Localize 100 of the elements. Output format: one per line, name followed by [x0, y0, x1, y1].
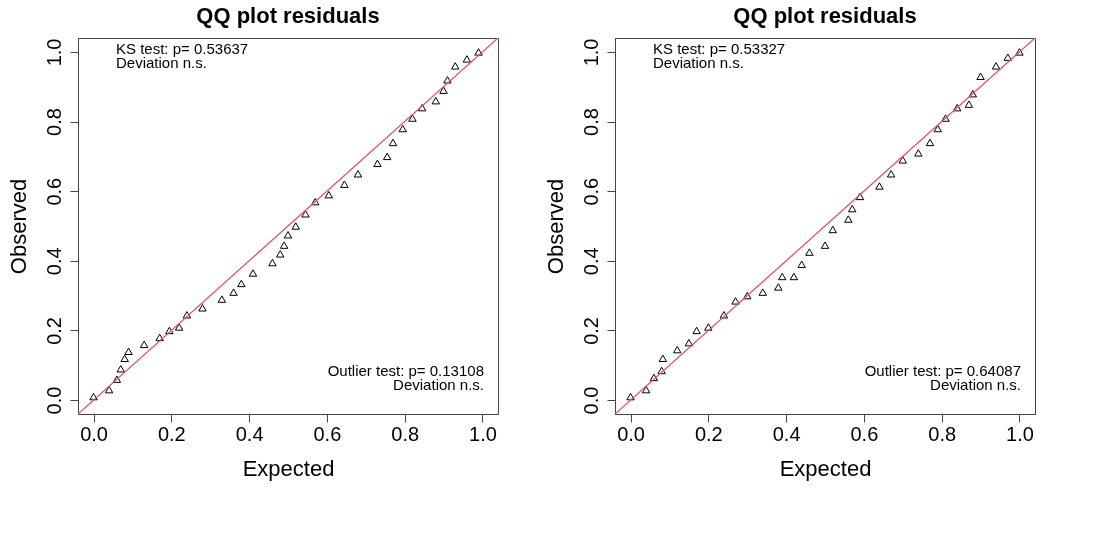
- point: [198, 304, 207, 312]
- point: [684, 338, 694, 347]
- y-tick-label: 0.6: [579, 177, 602, 206]
- x-tick-label: 0.0: [80, 422, 108, 445]
- point: [120, 354, 129, 363]
- y-tick-label: 1.0: [579, 38, 602, 67]
- point: [925, 138, 935, 147]
- point: [848, 204, 857, 213]
- point: [353, 170, 363, 178]
- point: [774, 283, 783, 291]
- y-tick-label: 0.2: [579, 317, 602, 345]
- point: [898, 156, 907, 164]
- point: [964, 100, 974, 108]
- point: [174, 323, 184, 331]
- point: [844, 215, 853, 223]
- point: [373, 159, 382, 168]
- point: [731, 297, 740, 305]
- y-tick-label: 0.6: [42, 177, 65, 206]
- point: [283, 230, 293, 239]
- point: [673, 345, 682, 354]
- y-tick-label: 0.0: [42, 386, 65, 415]
- point: [382, 152, 392, 161]
- point: [165, 326, 174, 335]
- y-tick-label: 1.0: [42, 38, 65, 67]
- point: [155, 333, 164, 342]
- point: [301, 210, 310, 218]
- point: [217, 295, 227, 303]
- point: [968, 89, 977, 98]
- y-tick-label: 0.0: [579, 386, 602, 415]
- point: [649, 373, 659, 382]
- point: [953, 103, 962, 112]
- point: [340, 180, 349, 188]
- point: [805, 248, 814, 256]
- x-tick-label: 0.4: [772, 422, 801, 445]
- point: [704, 323, 713, 331]
- point: [398, 124, 407, 133]
- x-tick-label: 0.8: [391, 422, 420, 445]
- point: [719, 311, 729, 319]
- point: [789, 272, 799, 281]
- y-axis-title: Observed: [5, 178, 31, 275]
- point: [116, 365, 125, 373]
- point: [443, 76, 452, 84]
- point: [626, 392, 635, 401]
- point: [875, 182, 884, 190]
- x-axis-title: Expected: [242, 455, 335, 481]
- y-tick-label: 0.8: [42, 108, 65, 136]
- y-tick-label: 0.4: [42, 247, 65, 276]
- point: [1015, 48, 1024, 56]
- point: [658, 354, 668, 363]
- x-tick-label: 0.2: [157, 422, 186, 445]
- x-tick-label: 0.6: [313, 422, 342, 445]
- point: [237, 279, 246, 288]
- point: [933, 124, 942, 133]
- x-tick-label: 0.2: [694, 422, 723, 445]
- point: [182, 311, 192, 319]
- point: [229, 288, 238, 296]
- point: [89, 392, 98, 401]
- point: [124, 347, 133, 356]
- point: [451, 62, 460, 70]
- point: [417, 103, 427, 112]
- point: [828, 225, 837, 234]
- y-tick-label: 0.2: [42, 317, 65, 345]
- x-tick-label: 1.0: [1006, 422, 1034, 445]
- annotation: KS test: p= 0.53637: [116, 40, 249, 57]
- point: [248, 269, 258, 277]
- x-tick-label: 0.6: [850, 422, 879, 445]
- point: [820, 241, 830, 249]
- x-axis-title: Expected: [779, 455, 872, 481]
- point: [914, 149, 923, 157]
- point: [941, 114, 950, 122]
- point: [855, 192, 865, 201]
- point: [692, 326, 701, 335]
- point: [1003, 53, 1012, 61]
- point: [408, 114, 417, 122]
- point: [388, 138, 398, 147]
- point: [976, 72, 985, 81]
- point: [268, 258, 277, 267]
- annotation: KS test: p= 0.53327: [653, 40, 786, 57]
- point: [104, 385, 114, 394]
- point: [431, 96, 440, 105]
- point: [474, 48, 483, 56]
- point: [311, 197, 320, 206]
- point: [324, 190, 334, 199]
- point: [279, 241, 289, 249]
- point: [778, 272, 787, 281]
- x-tick-label: 0.4: [235, 422, 264, 445]
- point: [886, 170, 896, 178]
- y-tick-label: 0.8: [579, 108, 602, 136]
- point: [991, 62, 1001, 70]
- chart-title: QQ plot residuals: [733, 3, 917, 28]
- x-tick-label: 0.0: [617, 422, 645, 445]
- point: [439, 86, 448, 94]
- point: [657, 366, 666, 375]
- chart-title: QQ plot residuals: [196, 3, 380, 28]
- annotation: Outlier test: p= 0.64087: [864, 362, 1021, 379]
- point: [743, 291, 752, 300]
- y-tick-label: 0.4: [579, 247, 602, 276]
- point: [641, 385, 651, 394]
- point: [462, 55, 472, 63]
- point: [112, 375, 122, 383]
